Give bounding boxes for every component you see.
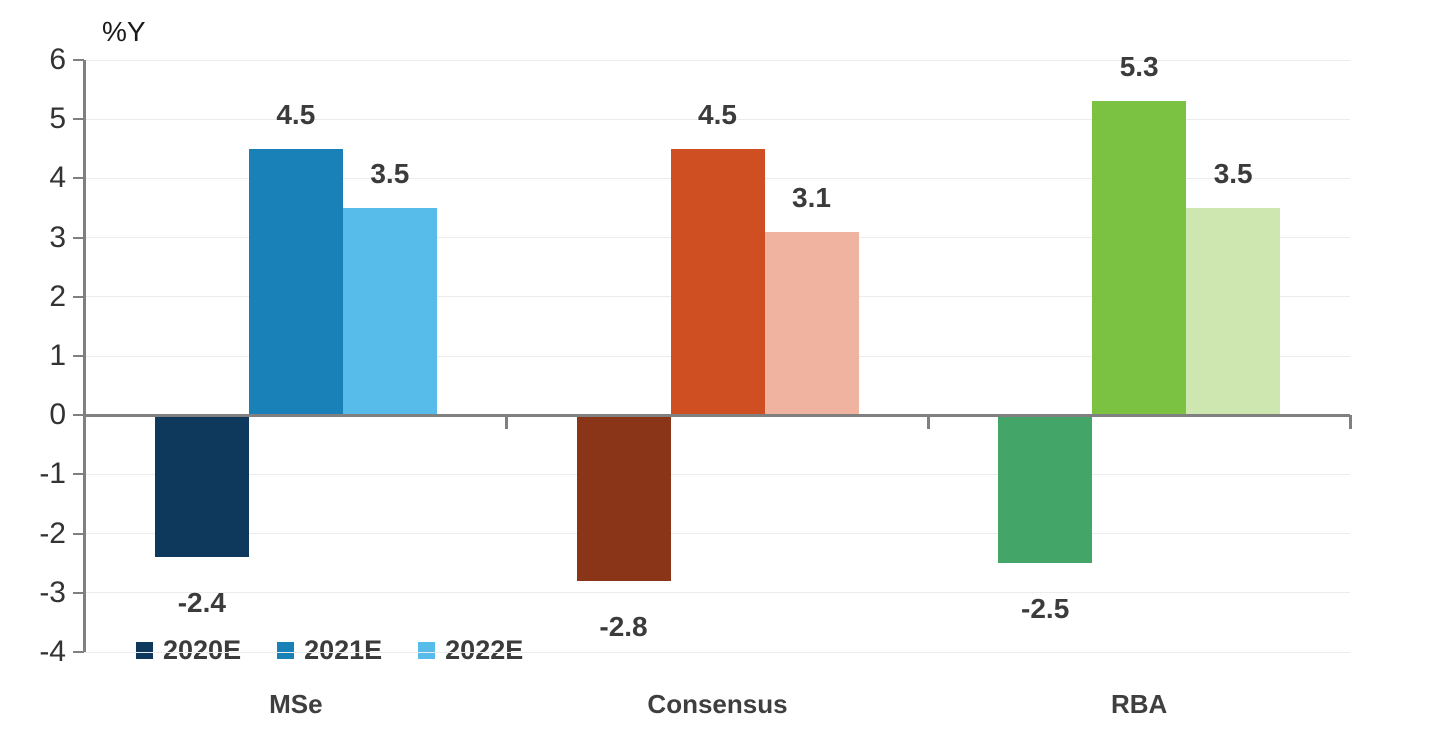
y-tick-label-3: 3: [49, 220, 66, 254]
gridline-y--4: [85, 651, 1350, 653]
bar-value-label-RBA-2021E: 5.3: [1119, 51, 1159, 83]
bar-RBA-2020E: [998, 416, 1093, 564]
bar-MSe-2021E: [248, 148, 343, 416]
y-tick-label-2: 2: [49, 279, 66, 313]
chart-legend: 2020E 2021E 2022E: [136, 637, 523, 664]
category-label-MSe: MSe: [269, 689, 323, 719]
gridline-y-5: [85, 118, 1350, 120]
y-axis-tick--3: [73, 591, 84, 594]
x-axis-zero-line: [85, 413, 1350, 417]
x-axis-tick-2: [926, 415, 930, 430]
gridline-y--3: [85, 592, 1350, 594]
y-axis-tick-0: [73, 414, 84, 417]
y-axis-tick--1: [73, 473, 84, 476]
bar-MSe-2020E: [154, 416, 249, 558]
y-axis-title: %Y: [102, 16, 146, 47]
y-tick-label-5: 5: [49, 102, 66, 136]
bar-value-label-MSe-2022E: 3.5: [370, 158, 410, 189]
y-axis-tick-4: [73, 177, 84, 180]
legend-swatch-2021E: [277, 642, 295, 659]
gridline-y--1: [85, 473, 1350, 475]
y-axis-line: [83, 60, 86, 652]
y-axis-tick-2: [73, 295, 84, 298]
legend-item-2022E: 2022E: [418, 637, 523, 664]
y-tick-label--2: -2: [39, 516, 66, 550]
y-tick-label--4: -4: [39, 635, 66, 668]
y-tick-label--1: -1: [39, 457, 66, 491]
gridline-y-6: [85, 59, 1350, 61]
y-axis-tick-5: [73, 118, 84, 121]
y-axis-tick-1: [73, 355, 84, 357]
x-axis-tick-1: [505, 415, 509, 430]
y-tick-label-0: 0: [49, 398, 66, 432]
legend-label-2020E: 2020E: [163, 635, 242, 665]
legend-swatch-2022E: [418, 642, 436, 659]
bar-value-label-RBA-2022E: 3.5: [1213, 158, 1253, 189]
y-tick-label-4: 4: [49, 161, 66, 195]
y-axis-tick--2: [73, 532, 84, 535]
legend-item-2020E: 2020E: [136, 637, 241, 664]
category-label-RBA: RBA: [1110, 689, 1168, 719]
bar-value-label-MSe-2021E: 4.5: [276, 98, 316, 130]
y-tick-label--3: -3: [39, 575, 66, 609]
bar-Consensus-2022E: [764, 231, 859, 416]
bar-Consensus-2020E: [576, 416, 671, 581]
bar-value-label-Consensus-2021E: 4.5: [698, 98, 737, 130]
legend-label-2022E: 2022E: [445, 635, 524, 665]
x-axis-tick-3: [1348, 415, 1352, 430]
bar-value-label-MSe-2020E: -2.4: [177, 587, 226, 619]
bar-value-label-Consensus-2022E: 3.1: [792, 181, 831, 213]
y-axis-tick--4: [73, 651, 84, 653]
bar-Consensus-2021E: [670, 148, 765, 416]
legend-swatch-2020E: [136, 642, 153, 659]
category-label-Consensus: Consensus: [647, 689, 788, 719]
legend-label-2021E: 2021E: [304, 635, 383, 665]
y-tick-label-1: 1: [49, 339, 66, 372]
y-tick-label-6: 6: [49, 43, 66, 76]
bar-RBA-2022E: [1186, 208, 1281, 416]
gridline-y--2: [85, 533, 1350, 535]
bar-RBA-2021E: [1092, 101, 1187, 416]
y-axis-tick-6: [73, 59, 84, 61]
bar-value-label-Consensus-2020E: -2.8: [599, 610, 648, 642]
legend-item-2021E: 2021E: [277, 637, 382, 664]
y-axis-tick-3: [73, 236, 84, 239]
bar-MSe-2022E: [342, 208, 437, 416]
bar-value-label-RBA-2020E: -2.5: [1021, 593, 1070, 625]
